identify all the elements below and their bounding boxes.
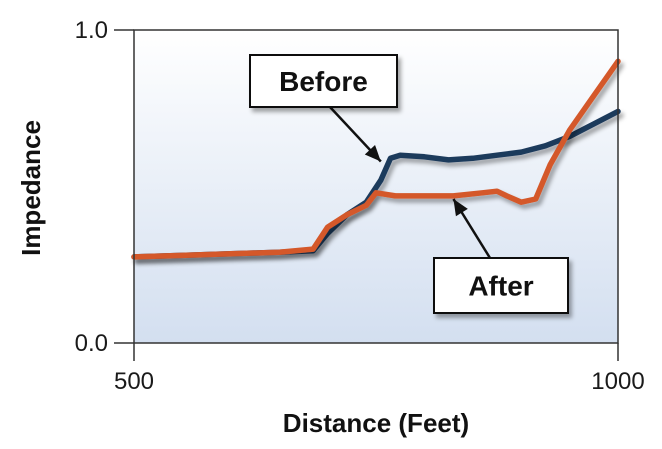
x-axis-title: Distance (Feet) bbox=[283, 408, 469, 438]
callout-box-before bbox=[249, 54, 398, 108]
y-tick-label-1: 1.0 bbox=[75, 17, 108, 44]
callout-label-after: After bbox=[468, 271, 533, 302]
axis-layer: 0.0 1.0 500 1000 bbox=[75, 17, 645, 395]
x-tick-label-0: 500 bbox=[114, 368, 154, 395]
callout-box-after bbox=[433, 257, 569, 314]
callout-arrowhead-before bbox=[364, 144, 381, 162]
callout-arrowhead-after bbox=[453, 199, 468, 217]
plot-frame bbox=[133, 29, 619, 344]
x-tick-label-1: 1000 bbox=[591, 368, 644, 395]
series-layer bbox=[131, 58, 621, 260]
y-tick-label-0: 0.0 bbox=[75, 330, 108, 357]
series-line-after bbox=[131, 58, 621, 260]
callout-label-before: Before bbox=[279, 66, 368, 97]
callout-layer: Before After bbox=[249, 54, 569, 314]
y-axis-title: Impedance bbox=[16, 120, 46, 256]
